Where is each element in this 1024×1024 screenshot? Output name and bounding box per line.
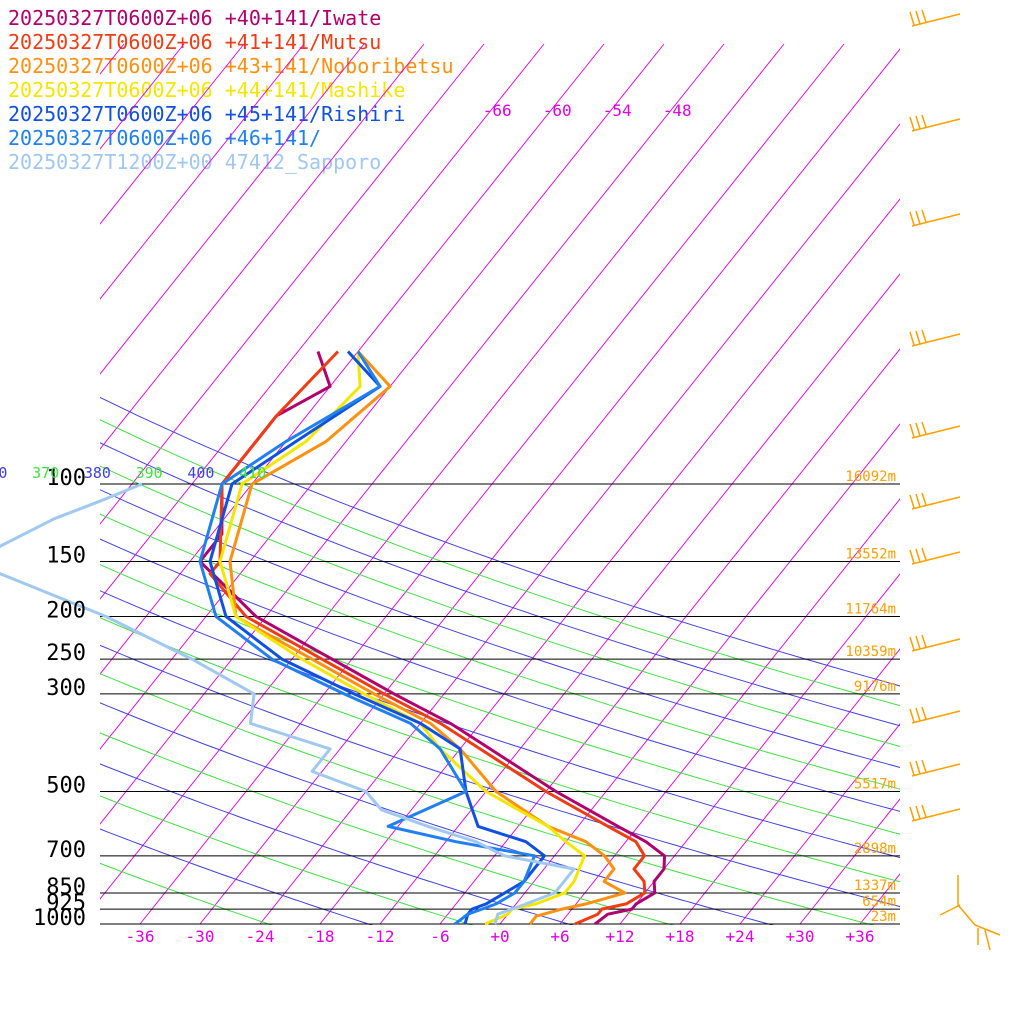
pressure-label: 200 xyxy=(46,598,86,623)
legend-entry-mashike: 20250327T0600Z+06 +44+141/Mashike xyxy=(8,78,406,102)
wind-barb xyxy=(909,759,961,777)
isotherm-line xyxy=(559,498,900,925)
wind-barb xyxy=(909,9,961,27)
dry-adiabat-line xyxy=(100,862,274,925)
x-tick-label: +0 xyxy=(490,927,509,946)
dry-adiabat-line xyxy=(100,465,900,747)
wind-barbs xyxy=(909,9,1001,951)
legend-entry-46n: 20250327T0600Z+06 +46+141/ xyxy=(8,126,322,150)
x-tick-label: -24 xyxy=(246,927,275,946)
wind-barb xyxy=(909,634,961,652)
theta-label: 410 xyxy=(239,464,266,482)
wind-barb xyxy=(909,114,961,132)
isotherm-line xyxy=(100,43,305,300)
height-label: 5517m xyxy=(854,777,896,793)
dry-adiabat-line xyxy=(100,419,900,707)
temperature-profiles xyxy=(0,350,666,926)
dry-adiabat-line xyxy=(100,795,474,925)
dry-adiabat-line xyxy=(100,732,674,925)
dry-adiabat-line xyxy=(100,673,875,925)
legend-entry-noboribetsu: 20250327T0600Z+06 +43+141/Noboribetsu xyxy=(8,54,454,78)
pressure-label: 1000 xyxy=(33,906,86,931)
isotherm-line xyxy=(920,44,1024,924)
pressure-label: 150 xyxy=(46,543,86,568)
pressure-label: 700 xyxy=(46,838,86,863)
pressure-label: 300 xyxy=(46,676,86,701)
dry-adiabat-line xyxy=(100,828,374,925)
profile-line-noboribetsu xyxy=(228,350,627,925)
x-tick-label: +12 xyxy=(606,927,635,946)
isotherm-line xyxy=(100,43,365,375)
isotherm-line xyxy=(0,44,4,924)
wind-barb xyxy=(909,547,961,565)
theta-label: 390 xyxy=(136,464,163,482)
legend-entry-iwate: 20250327T0600Z+06 +40+141/Iwate xyxy=(8,6,382,30)
profile-line-rishiri xyxy=(208,350,546,925)
dry-adiabat-line xyxy=(100,644,900,908)
upper-isotherm-label: -54 xyxy=(603,101,632,120)
dry-adiabat-line xyxy=(100,538,900,812)
wind-barb xyxy=(909,804,961,822)
legend-entry-mutsu: 20250327T0600Z+06 +41+141/Mutsu xyxy=(8,30,382,54)
wind-barb xyxy=(909,492,961,510)
wind-barb xyxy=(909,421,961,439)
dry-adiabat-line xyxy=(100,702,775,925)
height-label: 1337m xyxy=(854,878,896,894)
wind-barb xyxy=(939,875,1001,951)
height-label: 23m xyxy=(871,909,896,925)
pressure-label: 925 xyxy=(46,891,86,916)
x-tick-label: +6 xyxy=(550,927,569,946)
theta-label: 400 xyxy=(187,464,214,482)
height-label: 9176m xyxy=(854,679,896,695)
height-label: 13552m xyxy=(845,546,896,562)
dry-adiabat-line xyxy=(100,442,900,727)
wind-barb xyxy=(909,329,961,347)
wind-barb xyxy=(909,209,961,227)
profile-line-mutsu xyxy=(208,350,647,926)
isotherm-line xyxy=(100,43,245,225)
dry-adiabat-line xyxy=(100,396,900,687)
isotherm-line xyxy=(980,44,1024,924)
theta-label: 360 xyxy=(0,464,7,482)
theta-label: 370 xyxy=(32,464,59,482)
pressure-label: 850 xyxy=(46,875,86,900)
dry-adiabat-line xyxy=(100,513,900,790)
upper-isotherm-label: -48 xyxy=(663,101,692,120)
x-tick-label: -6 xyxy=(430,927,449,946)
profile-line-rishiri-46 xyxy=(198,350,536,926)
dry-adiabat-line xyxy=(100,564,900,835)
legend-entry-sapporo: 20250327T1200Z+00 47412_Sapporo xyxy=(8,150,382,174)
isotherm-line xyxy=(619,573,900,925)
profile-line-sapporo xyxy=(0,482,576,925)
upper-isotherm-label: -60 xyxy=(543,101,572,120)
dry-adiabat-line xyxy=(100,489,900,768)
x-tick-label: +30 xyxy=(786,927,815,946)
pressure-label: 500 xyxy=(46,774,86,799)
height-label: 11764m xyxy=(845,601,896,617)
pressure-label: 250 xyxy=(46,641,86,666)
isotherm-line xyxy=(100,43,425,450)
height-label: 10359m xyxy=(845,644,896,660)
x-tick-label: -30 xyxy=(186,927,215,946)
dry-adiabat-line xyxy=(100,590,900,859)
upper-isotherm-label: -66 xyxy=(483,101,512,120)
x-tick-label: +36 xyxy=(846,927,875,946)
x-tick-label: -12 xyxy=(366,927,395,946)
axis-labels: 100 16092m 150 13552m 200 11764m 250 10359m 300 9… xyxy=(0,101,896,946)
height-label: 16092m xyxy=(845,469,896,485)
height-label: 654m xyxy=(862,894,896,910)
x-tick-label: +18 xyxy=(666,927,695,946)
x-tick-label: -18 xyxy=(306,927,335,946)
isotherm-line xyxy=(679,648,900,925)
wind-barb xyxy=(909,706,961,724)
x-tick-label: +24 xyxy=(726,927,755,946)
x-tick-label: -36 xyxy=(126,927,155,946)
theta-label: 380 xyxy=(84,464,111,482)
height-label: 2898m xyxy=(854,841,896,857)
pressure-label: 100 xyxy=(46,466,86,491)
